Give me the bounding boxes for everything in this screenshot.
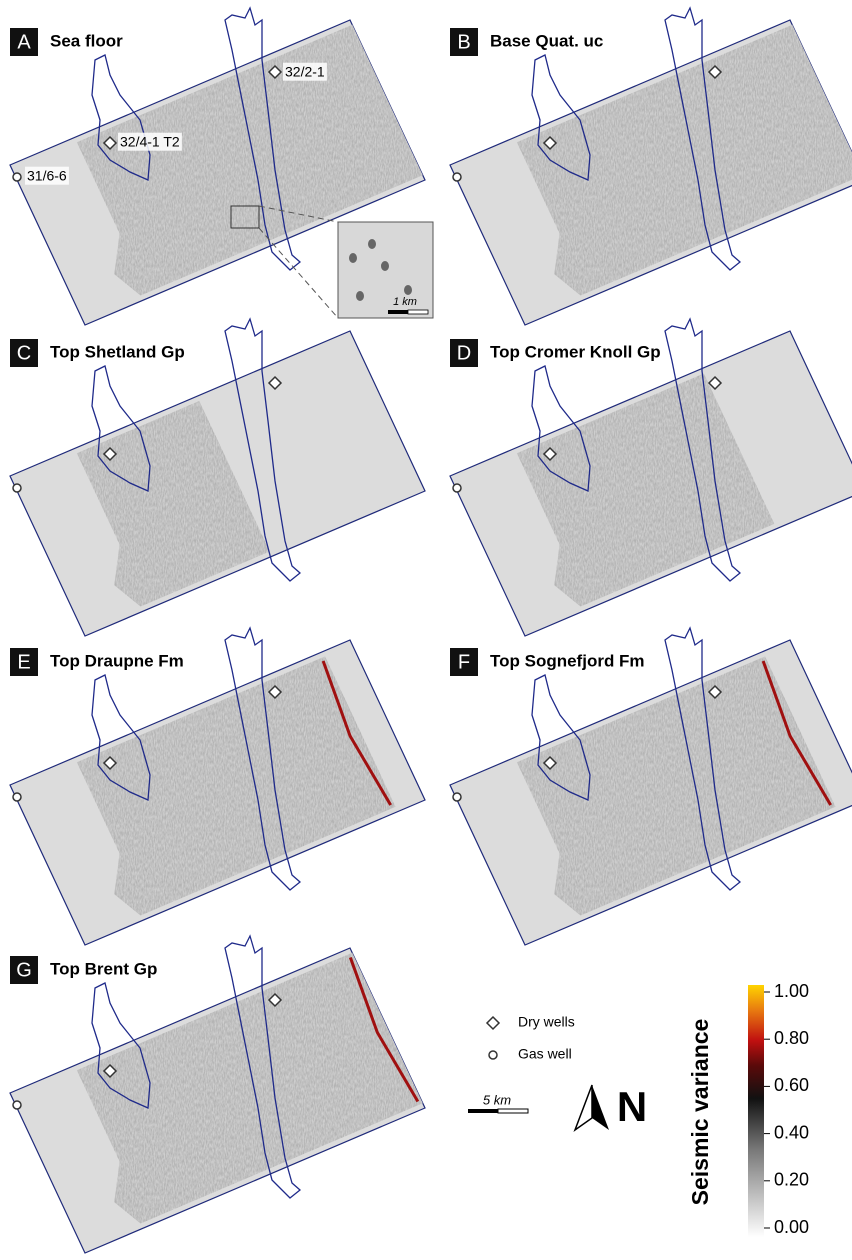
colorbar-tick-label: 0.20 bbox=[774, 1170, 809, 1190]
inset-scale-bar bbox=[388, 310, 408, 314]
colorbar-label: Seismic variance bbox=[687, 1019, 713, 1206]
panel: C Top Shetland Gp bbox=[0, 311, 430, 641]
dry-well-icon bbox=[487, 1017, 499, 1029]
gas-well bbox=[453, 484, 461, 492]
gas-well bbox=[13, 793, 21, 801]
panel: B Base Quat. uc bbox=[440, 0, 852, 330]
panel-letter: F bbox=[458, 651, 470, 673]
panel: F Top Sognefjord Fm bbox=[440, 620, 852, 950]
panel-letter: C bbox=[17, 342, 31, 364]
gas-well bbox=[453, 793, 461, 801]
panel-letter: A bbox=[17, 31, 31, 53]
colorbar: Seismic variance 1.00 0.80 0.60 0.40 0.20 0.0… bbox=[687, 981, 809, 1237]
scale-bar bbox=[498, 1109, 528, 1113]
gas-well bbox=[453, 173, 461, 181]
inset-feature bbox=[381, 261, 389, 271]
north-arrow bbox=[575, 1085, 592, 1130]
scale-bar bbox=[468, 1109, 498, 1113]
inset-scale-bar bbox=[408, 310, 428, 314]
panel-title: Top Cromer Knoll Gp bbox=[490, 342, 661, 361]
panel-letter: D bbox=[457, 342, 471, 364]
north-arrow bbox=[592, 1085, 609, 1130]
gas-well bbox=[13, 1101, 21, 1109]
well-label: 31/6-6 bbox=[27, 168, 67, 184]
panels: A Sea floor 32/2-1 32/4-1 T2 31/6-6 1 km B Base… bbox=[0, 0, 852, 1258]
legend-label: Gas well bbox=[518, 1046, 572, 1062]
north-label: N bbox=[617, 1083, 647, 1130]
gas-well bbox=[13, 173, 21, 181]
panel: E Top Draupne Fm bbox=[0, 620, 430, 950]
panel-title: Sea floor bbox=[50, 31, 123, 50]
panel-title: Base Quat. uc bbox=[490, 31, 603, 50]
legend: Dry wells Gas well 5 km N bbox=[468, 1014, 647, 1130]
gas-well bbox=[13, 484, 21, 492]
inset-feature bbox=[368, 239, 376, 249]
panel: D Top Cromer Knoll Gp bbox=[440, 311, 852, 641]
panel-letter: E bbox=[17, 651, 30, 673]
figure: A Sea floor 32/2-1 32/4-1 T2 31/6-6 1 km B Base… bbox=[0, 0, 852, 1260]
panel: A Sea floor 32/2-1 32/4-1 T2 31/6-6 1 km bbox=[0, 0, 433, 330]
well-label: 32/2-1 bbox=[285, 64, 325, 80]
scale-label: 5 km bbox=[483, 1092, 511, 1107]
panel: G Top Brent Gp bbox=[0, 928, 430, 1258]
colorbar-tick-label: 1.00 bbox=[774, 981, 809, 1001]
panel-title: Top Brent Gp bbox=[50, 959, 157, 978]
colorbar-tick-label: 0.80 bbox=[774, 1028, 809, 1048]
inset-feature bbox=[404, 285, 412, 295]
colorbar-tick-label: 0.40 bbox=[774, 1122, 809, 1142]
panel-title: Top Shetland Gp bbox=[50, 342, 185, 361]
panel-title: Top Draupne Fm bbox=[50, 651, 184, 670]
colorbar-tick-label: 0.00 bbox=[774, 1217, 809, 1237]
gas-well-icon bbox=[489, 1051, 497, 1059]
inset-feature bbox=[356, 291, 364, 301]
colorbar-tick-label: 0.60 bbox=[774, 1075, 809, 1095]
well-label: 32/4-1 T2 bbox=[120, 134, 180, 150]
colorbar-ramp bbox=[748, 985, 764, 1237]
panel-letter: G bbox=[16, 959, 32, 981]
legend-label: Dry wells bbox=[518, 1014, 575, 1030]
inset-feature bbox=[349, 253, 357, 263]
panel-letter: B bbox=[457, 31, 470, 53]
inset-scale-label: 1 km bbox=[393, 296, 417, 308]
panel-title: Top Sognefjord Fm bbox=[490, 651, 645, 670]
